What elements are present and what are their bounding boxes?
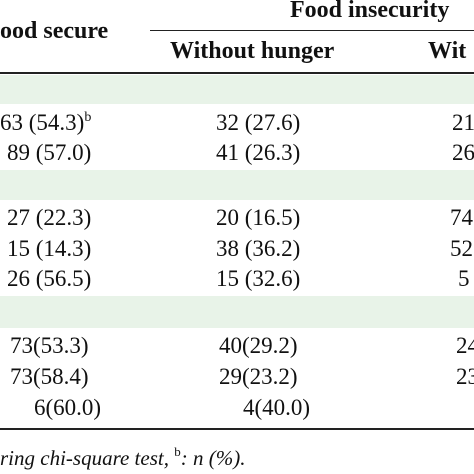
group-band-1 bbox=[0, 75, 474, 104]
footnote-text-a: ring chi-square test, bbox=[0, 446, 169, 470]
cell-without-hunger: 20 (16.5) bbox=[216, 205, 301, 230]
cell-with-hunger: 26 bbox=[452, 140, 474, 165]
cell-with-hunger: 52 bbox=[450, 236, 473, 261]
cell-without-hunger: 38 (36.2) bbox=[216, 236, 301, 261]
cell-with-hunger: 74 bbox=[450, 205, 473, 230]
header-bottom-rule bbox=[0, 72, 474, 74]
cell-food-secure: 73(58.4) bbox=[10, 364, 89, 389]
header-with-hunger: Wit bbox=[428, 38, 467, 64]
header-food-insecurity: Food insecurity bbox=[290, 0, 450, 23]
cell-food-secure: 73(53.3) bbox=[10, 333, 89, 358]
cell-with-hunger: 23 bbox=[456, 364, 474, 389]
cell-with-hunger: 24 bbox=[456, 333, 474, 358]
cell-food-secure: 15 (14.3) bbox=[7, 236, 92, 261]
cell-without-hunger: 15 (32.6) bbox=[216, 266, 301, 291]
footnote-marker: b bbox=[84, 110, 92, 125]
cell-food-secure: 89 (57.0) bbox=[7, 140, 92, 165]
cell-without-hunger: 40(29.2) bbox=[219, 333, 298, 358]
cell-food-secure: 27 (22.3) bbox=[7, 205, 92, 230]
table-row: 63 (54.3)b bbox=[0, 110, 91, 136]
header-food-secure: ood secure bbox=[0, 18, 109, 44]
footnote-text-b: : n (%). bbox=[180, 446, 246, 470]
cell-food-secure: 26 (56.5) bbox=[7, 266, 92, 291]
group-band-2 bbox=[0, 170, 474, 200]
cell-without-hunger: 41 (26.3) bbox=[216, 140, 301, 165]
cell-with-hunger: 21 bbox=[452, 110, 474, 135]
cell-food-secure: 6(60.0) bbox=[34, 395, 102, 420]
cell-food-secure: 63 (54.3) bbox=[0, 110, 85, 135]
header-group-rule bbox=[150, 30, 474, 31]
cell-without-hunger: 4(40.0) bbox=[243, 395, 311, 420]
table-footnote: ring chi-square test, b: n (%). bbox=[0, 444, 245, 471]
cell-with-hunger: 5 bbox=[458, 266, 470, 291]
footnote-marker-b: b bbox=[174, 444, 181, 459]
cell-without-hunger: 32 (27.6) bbox=[216, 110, 301, 135]
cell-without-hunger: 29(23.2) bbox=[219, 364, 298, 389]
header-without-hunger: Without hunger bbox=[170, 38, 335, 64]
group-band-3 bbox=[0, 296, 474, 328]
table-bottom-rule bbox=[0, 428, 474, 430]
